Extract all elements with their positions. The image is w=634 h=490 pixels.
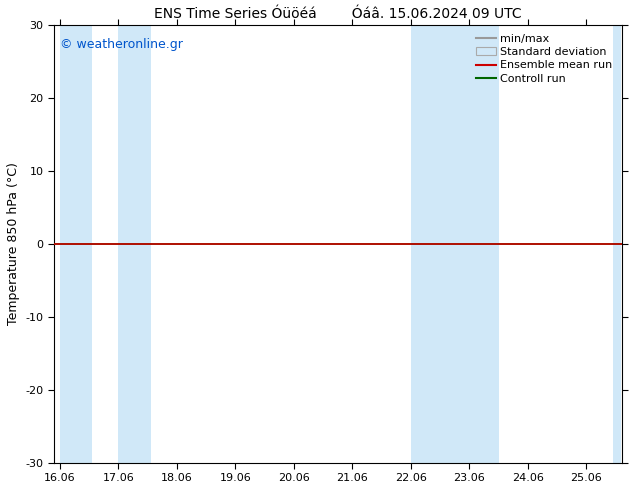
Bar [60,25,92,463]
Bar [612,25,621,463]
Text: © weatheronline.gr: © weatheronline.gr [60,38,183,51]
Legend: min/max, Standard deviation, Ensemble mean run, Controll run: min/max, Standard deviation, Ensemble me… [472,30,616,87]
Bar [119,25,150,463]
Bar [411,25,499,463]
Title: ENS Time Series Óüöéá        Óáâ. 15.06.2024 09 UTC: ENS Time Series Óüöéá Óáâ. 15.06.2024 09… [154,7,522,21]
Y-axis label: Temperature 850 hPa (°C): Temperature 850 hPa (°C) [7,162,20,325]
